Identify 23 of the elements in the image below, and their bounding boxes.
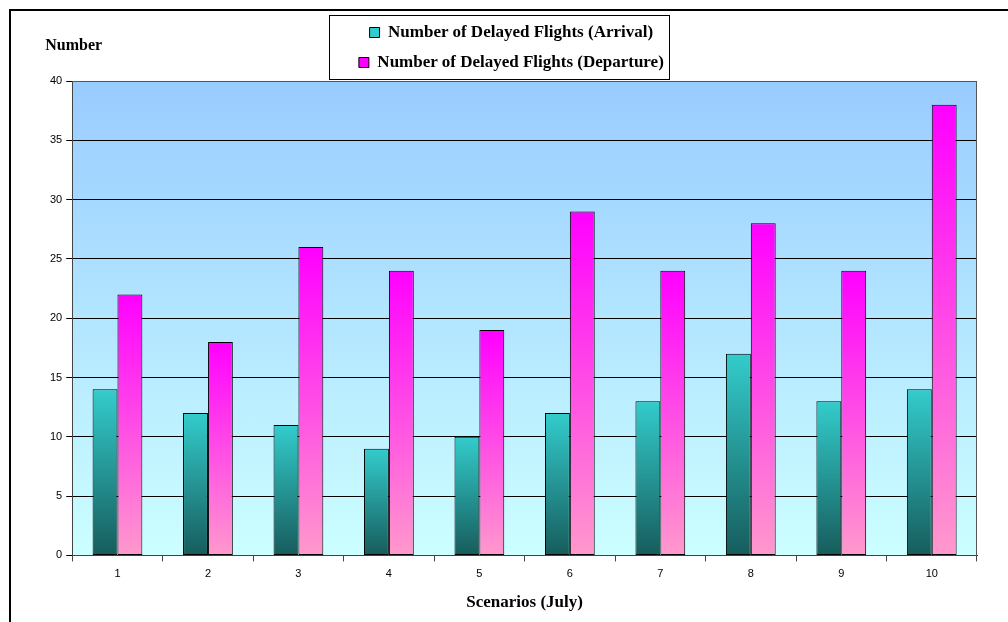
y-tick-label: 0 xyxy=(56,548,63,561)
legend-label: Number of Delayed Flights (Departure) xyxy=(377,51,664,71)
x-tick-label: 7 xyxy=(657,567,664,580)
x-tick-label: 2 xyxy=(204,567,212,580)
y-axis-title: Number xyxy=(45,36,103,54)
y-tick-label: 5 xyxy=(56,489,63,502)
y-tick-label: 10 xyxy=(49,429,63,442)
y-tick-label: 35 xyxy=(49,133,63,146)
x-tick-label: 1 xyxy=(114,567,121,580)
y-tick-label: 15 xyxy=(49,370,63,383)
x-tick-label: 3 xyxy=(295,567,302,580)
x-tick-label: 6 xyxy=(566,567,573,580)
x-tick-label: 10 xyxy=(925,567,938,580)
x-tick-label: 8 xyxy=(747,567,754,580)
y-tick-label: 20 xyxy=(49,311,63,324)
legend-label: Number of Delayed Flights (Arrival) xyxy=(388,21,654,41)
x-tick-label: 5 xyxy=(476,567,483,580)
x-tick-label: 9 xyxy=(838,567,845,580)
y-tick-label: 40 xyxy=(49,74,63,87)
x-tick-label: 4 xyxy=(385,567,392,580)
x-axis-title: Scenarios (July) xyxy=(466,592,583,612)
y-tick-label: 30 xyxy=(49,192,63,205)
y-tick-label: 25 xyxy=(49,251,63,264)
